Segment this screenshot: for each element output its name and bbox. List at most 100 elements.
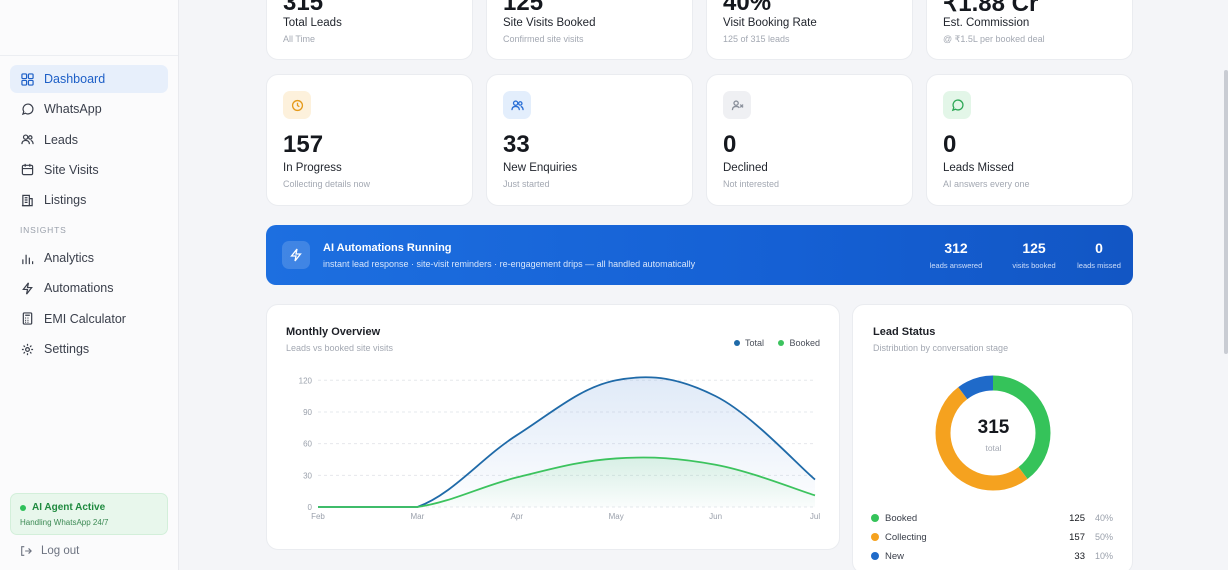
sidebar-item-label: Automations (44, 281, 114, 296)
stat-card-site-visits: 125 Site Visits Booked Confirmed site vi… (486, 0, 693, 60)
banner-stat-label: leads answered (929, 261, 983, 270)
sidebar-header (0, 0, 178, 56)
stat-value: 0 (723, 131, 737, 158)
status-count: 125 (1069, 512, 1085, 524)
bar-chart-icon (20, 251, 34, 265)
banner-stat-value: 125 (1022, 240, 1046, 256)
y-tick-label: 30 (303, 471, 312, 480)
y-tick-label: 120 (299, 376, 313, 385)
x-tick-label: Apr (511, 512, 524, 521)
sidebar-item-analytics[interactable]: Analytics (10, 244, 168, 272)
legend-item-booked: Booked (778, 338, 820, 348)
stat-card-leads-missed: 0 Leads Missed AI answers every one (926, 74, 1133, 206)
sidebar-item-whatsapp[interactable]: WhatsApp (10, 95, 168, 123)
calendar-icon (20, 163, 34, 177)
sidebar-item-leads[interactable]: Leads (10, 126, 168, 154)
sidebar-item-listings[interactable]: Listings (10, 186, 168, 214)
swatch (871, 533, 879, 541)
user-x-icon (723, 91, 751, 119)
sidebar-item-site-visits[interactable]: Site Visits (10, 156, 168, 184)
bolt-icon (282, 241, 310, 269)
sidebar-item-label: EMI Calculator (44, 311, 126, 326)
bolt-icon (20, 281, 34, 295)
chat-bubble-icon (20, 102, 34, 116)
banner-stat-label: visits booked (1012, 261, 1056, 270)
series-area-booked (318, 457, 815, 507)
y-tick-label: 90 (303, 408, 312, 417)
status-dot (20, 504, 26, 511)
stat-value: 315 (283, 0, 324, 16)
stat-title: Declined (723, 162, 768, 174)
building-icon (20, 193, 34, 207)
agent-title: AI Agent Active (32, 502, 106, 513)
sidebar-item-label: Site Visits (44, 162, 99, 177)
swatch (871, 514, 879, 522)
sidebar-item-label: Leads (44, 132, 79, 147)
logout-icon (21, 546, 32, 556)
lead-status-donut (935, 375, 1051, 491)
gear-icon (20, 342, 34, 356)
stat-value: 157 (283, 131, 324, 158)
sidebar-item-dashboard[interactable]: Dashboard (10, 65, 168, 93)
sidebar-item-automations[interactable]: Automations (10, 274, 168, 302)
sidebar-item-settings[interactable]: Settings (10, 335, 168, 363)
x-tick-label: May (609, 512, 624, 521)
banner-title: AI Automations Running (323, 242, 452, 254)
main-nav: Dashboard WhatsApp Leads Site Visits Lis… (10, 65, 168, 365)
stat-title: Leads Missed (943, 162, 1014, 174)
legend-label: Total (745, 338, 765, 348)
chart-legend: Total Booked (724, 333, 820, 351)
y-tick-label: 0 (308, 503, 313, 512)
monthly-area-chart: 0 30 60 90 120 Feb Mar Apr May Jun Jul (299, 376, 821, 521)
sidebar: Dashboard WhatsApp Leads Site Visits Lis… (0, 0, 179, 570)
lead-status-row-new: New 33 10% (871, 549, 1113, 563)
card-title: Lead Status (873, 326, 936, 338)
stat-subtitle: Confirmed site visits (503, 34, 584, 44)
monthly-overview-card: Monthly Overview Leads vs booked site vi… (266, 304, 840, 550)
stat-subtitle: AI answers every one (943, 179, 1030, 189)
stat-value: 125 (503, 0, 544, 16)
ai-agent-status: AI Agent Active Handling WhatsApp 24/7 (10, 493, 168, 535)
status-pct: 40% (1094, 513, 1113, 523)
stat-value: 0 (943, 131, 957, 158)
sidebar-item-emi-calculator[interactable]: EMI Calculator (10, 305, 168, 333)
stat-card-new-enquiries: 33 New Enquiries Just started (486, 74, 693, 206)
automations-banner: AI Automations Running instant lead resp… (266, 225, 1133, 285)
stat-title: Visit Booking Rate (723, 17, 817, 29)
stat-value: ₹1.88 Cr (943, 0, 1039, 17)
grid-icon (20, 72, 34, 86)
card-subtitle: Leads vs booked site visits (286, 343, 394, 353)
logout-button[interactable]: Log out (20, 545, 79, 557)
sidebar-item-label: Analytics (44, 251, 95, 266)
stat-card-declined: 0 Declined Not interested (706, 74, 913, 206)
banner-stat-label: leads missed (1077, 261, 1121, 270)
x-tick-label: Jul (810, 512, 820, 521)
banner-stat-leads-answered: 312 leads answered (921, 240, 991, 270)
stat-title: New Enquiries (503, 162, 578, 174)
card-title: Monthly Overview (286, 326, 381, 338)
sidebar-item-label: WhatsApp (44, 102, 102, 117)
page-scrollbar[interactable] (1224, 70, 1228, 354)
agent-subtitle: Handling WhatsApp 24/7 (20, 518, 109, 527)
lead-status-row-collecting: Collecting 157 50% (871, 530, 1113, 544)
card-subtitle: Distribution by conversation stage (873, 343, 1009, 353)
stat-subtitle: Just started (503, 179, 550, 189)
x-tick-label: Jun (709, 512, 722, 521)
stat-value: 33 (503, 131, 530, 158)
users-icon (503, 91, 531, 119)
stat-value: 40% (723, 0, 772, 16)
lead-status-row-booked: Booked 125 40% (871, 511, 1113, 525)
stat-subtitle: Not interested (723, 179, 780, 189)
calculator-icon (20, 312, 34, 326)
chat-bubble-icon (943, 91, 971, 119)
stat-title: Site Visits Booked (503, 17, 596, 29)
banner-stat-leads-missed: 0 leads missed (1066, 240, 1132, 270)
y-tick-label: 60 (303, 440, 312, 449)
banner-subtitle: instant lead response · site-visit remin… (323, 259, 696, 269)
status-label: Collecting (885, 531, 927, 543)
donut-total: 315 (977, 417, 1010, 438)
status-label: New (885, 550, 905, 562)
clock-icon (283, 91, 311, 119)
stat-subtitle: @ ₹1.5L per booked deal (943, 34, 1045, 44)
stat-card-total-leads: 315 Total Leads All Time (266, 0, 473, 60)
